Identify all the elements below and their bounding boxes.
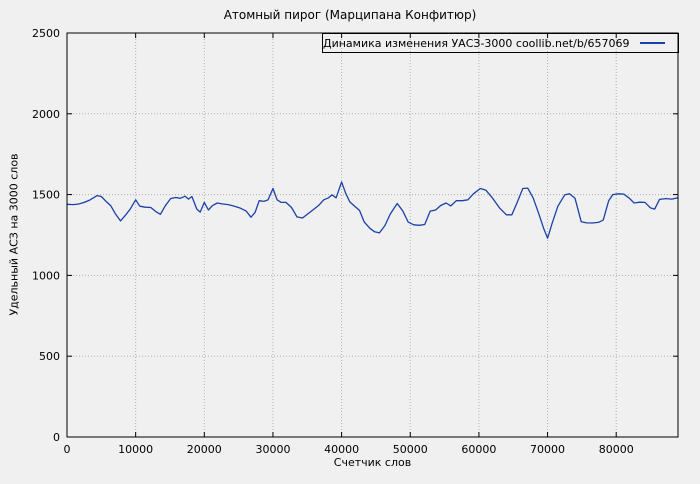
- x-tick-label: 50000: [393, 443, 428, 456]
- x-tick-label: 10000: [118, 443, 153, 456]
- x-tick-label: 30000: [255, 443, 290, 456]
- data-line-series: [66, 181, 679, 239]
- x-tick-label: 60000: [461, 443, 496, 456]
- y-tick-label: 1000: [32, 269, 60, 282]
- legend-series-label: Динамика изменения УАСЗ-3000 coollib.net…: [323, 36, 630, 50]
- y-tick-label: 500: [39, 350, 60, 363]
- y-tick-label: 0: [53, 431, 60, 444]
- plot-border: [66, 32, 679, 438]
- x-axis-label: Счетчик слов: [333, 456, 412, 469]
- y-tick-label: 1500: [32, 189, 60, 202]
- legend: Динамика изменения УАСЗ-3000 coollib.net…: [322, 33, 679, 53]
- legend-line-swatch-icon: [639, 42, 665, 44]
- x-tick-label: 20000: [187, 443, 222, 456]
- x-tick-label: 80000: [599, 443, 634, 456]
- y-axis-label: Удельный АСЗ на 3000 слов: [7, 153, 21, 316]
- y-tick-label: 2500: [32, 27, 60, 40]
- y-tick-label: 2000: [32, 108, 60, 121]
- chart-title: Атомный пирог (Марципана Конфитюр): [223, 8, 477, 22]
- x-tick-label: 40000: [324, 443, 359, 456]
- x-tick-label: 0: [64, 443, 71, 456]
- x-tick-label: 70000: [530, 443, 565, 456]
